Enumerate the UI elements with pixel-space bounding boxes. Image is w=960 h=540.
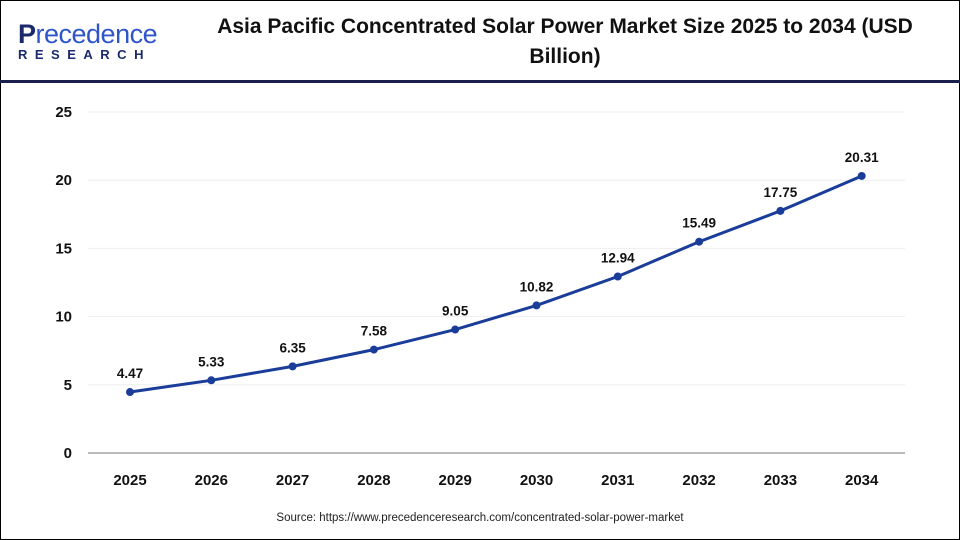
data-label: 5.33 [198, 354, 225, 369]
y-tick-label: 0 [64, 445, 72, 462]
data-point [207, 376, 216, 385]
series-line [129, 174, 863, 394]
x-tick-label: 2028 [357, 472, 390, 489]
data-point [126, 388, 134, 397]
data-label: 4.47 [117, 366, 143, 381]
x-tick-label: 2032 [682, 472, 715, 489]
data-point [451, 325, 460, 334]
x-tick-label: 2029 [439, 472, 472, 489]
x-tick-label: 2025 [113, 472, 146, 489]
x-tick-label: 2031 [601, 472, 634, 489]
x-tick-label: 2027 [276, 472, 309, 489]
data-point [288, 362, 297, 371]
data-label: 12.94 [601, 250, 635, 265]
y-tick-label: 5 [64, 377, 72, 394]
data-point [695, 237, 704, 246]
header: Precedence RESEARCH Asia Pacific Concent… [0, 0, 960, 83]
data-point [613, 272, 622, 281]
x-tick-label: 2030 [520, 472, 553, 489]
chart-title: Asia Pacific Concentrated Solar Power Ma… [217, 15, 913, 68]
data-point [857, 171, 866, 180]
data-label: 20.31 [845, 150, 879, 165]
x-tick-label: 2034 [845, 472, 879, 489]
data-label: 17.75 [764, 185, 798, 200]
data-label: 15.49 [682, 216, 716, 231]
y-tick-label: 25 [55, 104, 72, 121]
x-tick-label: 2033 [764, 472, 797, 489]
data-point [532, 301, 541, 310]
x-tick-label: 2026 [195, 472, 228, 489]
y-tick-label: 20 [55, 172, 72, 189]
data-point [776, 206, 785, 215]
source-text: Source: https://www.precedenceresearch.c… [276, 512, 684, 524]
y-tick-label: 15 [55, 240, 72, 257]
data-point [369, 345, 378, 354]
precedence-research-logo: Precedence RESEARCH [18, 19, 158, 62]
data-label: 6.35 [279, 340, 306, 355]
y-tick-label: 10 [55, 309, 72, 326]
data-label: 9.05 [442, 304, 469, 319]
data-label: 10.82 [520, 279, 554, 294]
data-label: 7.58 [361, 324, 388, 339]
